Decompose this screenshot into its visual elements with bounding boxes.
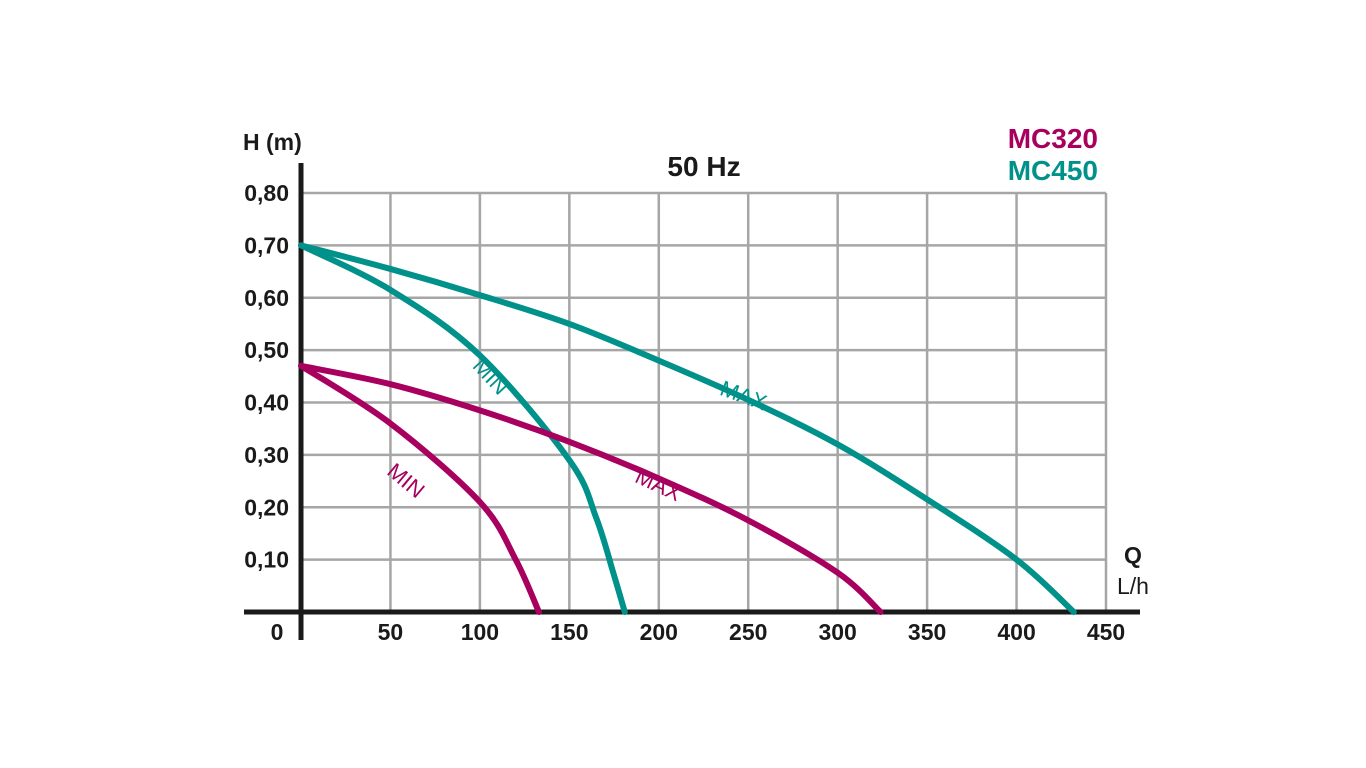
- legend-mc450: MC450: [1008, 155, 1098, 186]
- y-tick-label-6: 0,70: [244, 232, 289, 258]
- y-tick-label-2: 0,30: [244, 442, 289, 468]
- curve-mc450-max-label: MAX: [717, 376, 771, 416]
- chart-title: 50 Hz: [667, 151, 740, 182]
- x-tick-label-8: 450: [1087, 619, 1125, 645]
- x-tick-label-2: 150: [550, 619, 588, 645]
- curve-mc450-min: [298, 242, 628, 615]
- axes: 50 100 150 200 250 300 350 400 450 0,10 0,20 0,30 0,…: [244, 163, 1140, 645]
- curve-mc450-max: [298, 242, 1077, 615]
- y-tick-label-7: 0,80: [244, 180, 289, 206]
- y-tick-label-0: 0,10: [244, 547, 289, 573]
- curve-mc450-min-label: MIN: [468, 353, 514, 400]
- y-tick-label-3: 0,40: [244, 390, 289, 416]
- legend-mc320: MC320: [1008, 123, 1098, 154]
- x-axis-title-unit: L/h: [1117, 573, 1149, 599]
- x-tick-label-6: 350: [908, 619, 946, 645]
- x-tick-label-7: 400: [997, 619, 1035, 645]
- curve-mc320-max: [298, 362, 884, 615]
- origin-label: 0: [271, 619, 284, 645]
- y-tick-label-4: 0,50: [244, 337, 289, 363]
- grid: [301, 191, 1108, 612]
- x-tick-label-5: 300: [818, 619, 856, 645]
- labels: 50 Hz H (m) Q L/h 0 MC320 MC450: [243, 123, 1149, 645]
- curve-mc320-min: [298, 362, 542, 615]
- x-tick-label-0: 50: [378, 619, 404, 645]
- x-axis-title-q: Q: [1124, 542, 1142, 568]
- y-axis-title: H (m): [243, 129, 302, 155]
- x-tick-label-1: 100: [461, 619, 499, 645]
- y-tick-label-1: 0,20: [244, 494, 289, 520]
- y-tick-label-5: 0,60: [244, 285, 289, 311]
- x-tick-label-3: 200: [640, 619, 678, 645]
- x-tick-label-4: 250: [729, 619, 767, 645]
